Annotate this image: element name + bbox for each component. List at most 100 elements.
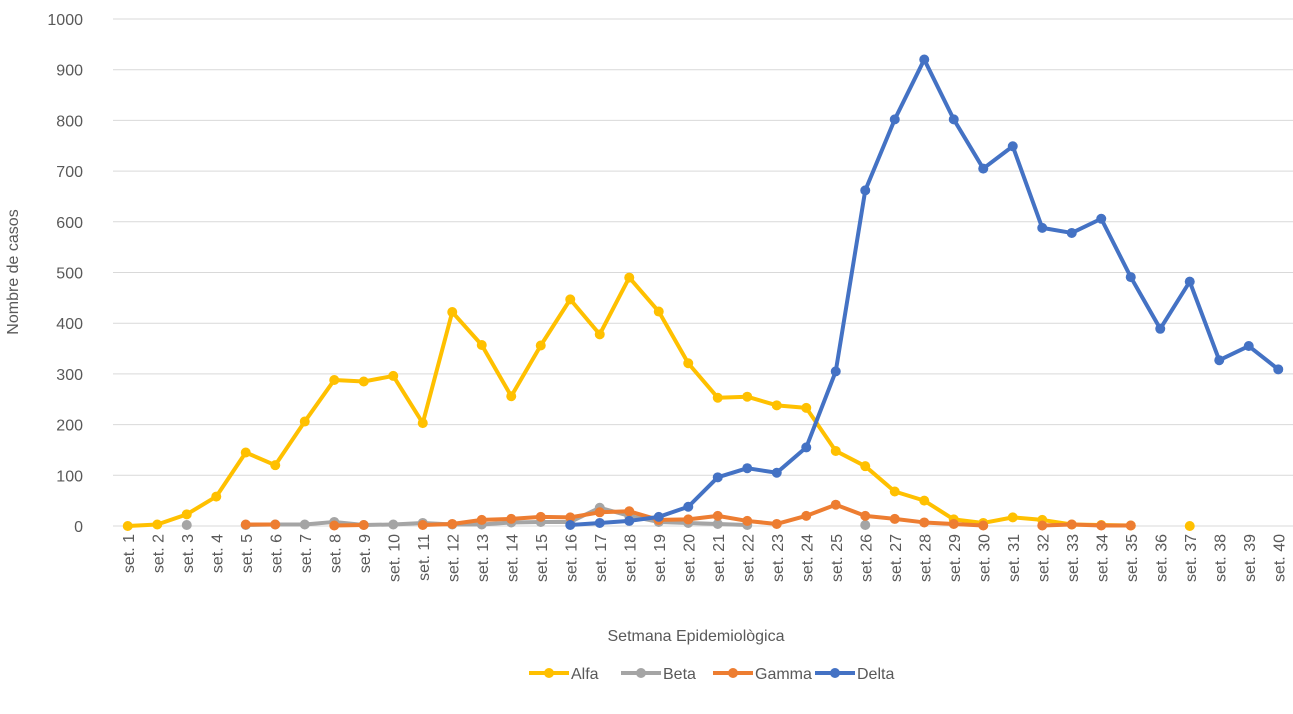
x-tick-label: set. 39: [1242, 534, 1259, 582]
x-tick-label: set. 9: [357, 534, 374, 573]
point: [624, 272, 635, 283]
point: [594, 507, 605, 518]
x-tick-label: set. 6: [268, 534, 285, 573]
point: [181, 519, 192, 530]
point: [565, 519, 576, 530]
x-tick-label: set. 10: [386, 534, 403, 582]
legend-label: Beta: [663, 666, 696, 683]
point: [830, 499, 841, 510]
point: [1214, 355, 1225, 366]
x-tick-label: set. 26: [858, 534, 875, 582]
point: [801, 402, 812, 413]
point: [476, 514, 487, 525]
y-axis-title: Nombre de casos: [5, 209, 22, 334]
x-tick-label: set. 30: [976, 534, 993, 582]
point: [329, 520, 340, 531]
x-tick-label: set. 23: [770, 534, 787, 582]
point: [860, 461, 871, 472]
x-tick-label: set. 36: [1153, 534, 1170, 582]
x-axis-title: Setmana Epidemiològica: [608, 628, 785, 645]
point: [889, 486, 900, 497]
point: [742, 391, 753, 402]
y-tick-label: 100: [56, 468, 83, 485]
x-tick-label: set. 19: [652, 534, 669, 582]
legend-marker: [830, 668, 840, 678]
x-tick-label: set. 2: [150, 534, 167, 573]
x-tick-label: set. 11: [416, 534, 433, 581]
point: [1273, 364, 1284, 375]
legend-marker: [636, 668, 646, 678]
point: [919, 495, 930, 506]
x-tick-label: set. 18: [622, 534, 639, 582]
point: [830, 366, 841, 377]
x-tick-label: set. 24: [799, 534, 816, 582]
y-tick-label: 0: [74, 519, 83, 536]
x-tick-label: set. 31: [1006, 534, 1023, 582]
x-tick-label: set. 38: [1212, 534, 1229, 582]
x-tick-label: set. 21: [711, 534, 728, 582]
x-tick-label: set. 8: [327, 534, 344, 573]
point: [683, 514, 694, 525]
point: [919, 54, 930, 65]
point: [889, 513, 900, 524]
x-tick-label: set. 40: [1271, 534, 1288, 582]
legend-label: Alfa: [571, 666, 599, 683]
y-tick-label: 500: [56, 266, 83, 283]
point: [624, 515, 635, 526]
point: [771, 467, 782, 478]
x-tick-label: set. 37: [1183, 534, 1200, 582]
x-tick-label: set. 7: [298, 534, 315, 573]
point: [1184, 276, 1195, 287]
y-tick-label: 900: [56, 63, 83, 80]
point: [801, 442, 812, 453]
point: [860, 510, 871, 521]
point: [240, 447, 251, 458]
point: [152, 519, 163, 530]
point: [211, 491, 222, 502]
point: [624, 506, 635, 517]
point: [1096, 213, 1107, 224]
point: [712, 392, 723, 403]
point: [122, 521, 133, 531]
point: [1007, 512, 1018, 523]
x-tick-label: set. 32: [1035, 534, 1052, 582]
x-tick-label: set. 27: [888, 534, 905, 582]
y-tick-label: 600: [56, 215, 83, 232]
point: [771, 400, 782, 411]
point: [1125, 520, 1136, 531]
point: [270, 519, 281, 530]
point: [447, 307, 458, 318]
point: [1243, 341, 1254, 352]
point: [1037, 520, 1048, 531]
point: [653, 306, 664, 317]
point: [358, 376, 369, 387]
x-tick-label: set. 15: [534, 534, 551, 582]
point: [181, 509, 192, 520]
x-tick-label: set. 12: [445, 534, 462, 582]
point: [299, 416, 310, 427]
point: [594, 329, 605, 340]
point: [240, 519, 251, 530]
x-tick-label: set. 3: [180, 534, 197, 573]
point: [299, 519, 310, 530]
point: [594, 517, 605, 528]
point: [506, 513, 517, 524]
point: [1037, 222, 1048, 233]
point: [535, 511, 546, 522]
legend-marker: [544, 668, 554, 678]
point: [388, 370, 399, 381]
point: [506, 391, 517, 402]
series-line: [243, 502, 1133, 528]
point: [860, 519, 871, 530]
x-tick-label: set. 25: [829, 534, 846, 582]
series-line: [568, 57, 1281, 527]
point: [329, 374, 340, 385]
point: [388, 519, 399, 530]
legend-label: Delta: [857, 666, 894, 683]
point: [1096, 520, 1107, 531]
point: [742, 463, 753, 474]
point: [476, 340, 487, 351]
y-tick-label: 800: [56, 113, 83, 130]
point: [978, 520, 989, 531]
